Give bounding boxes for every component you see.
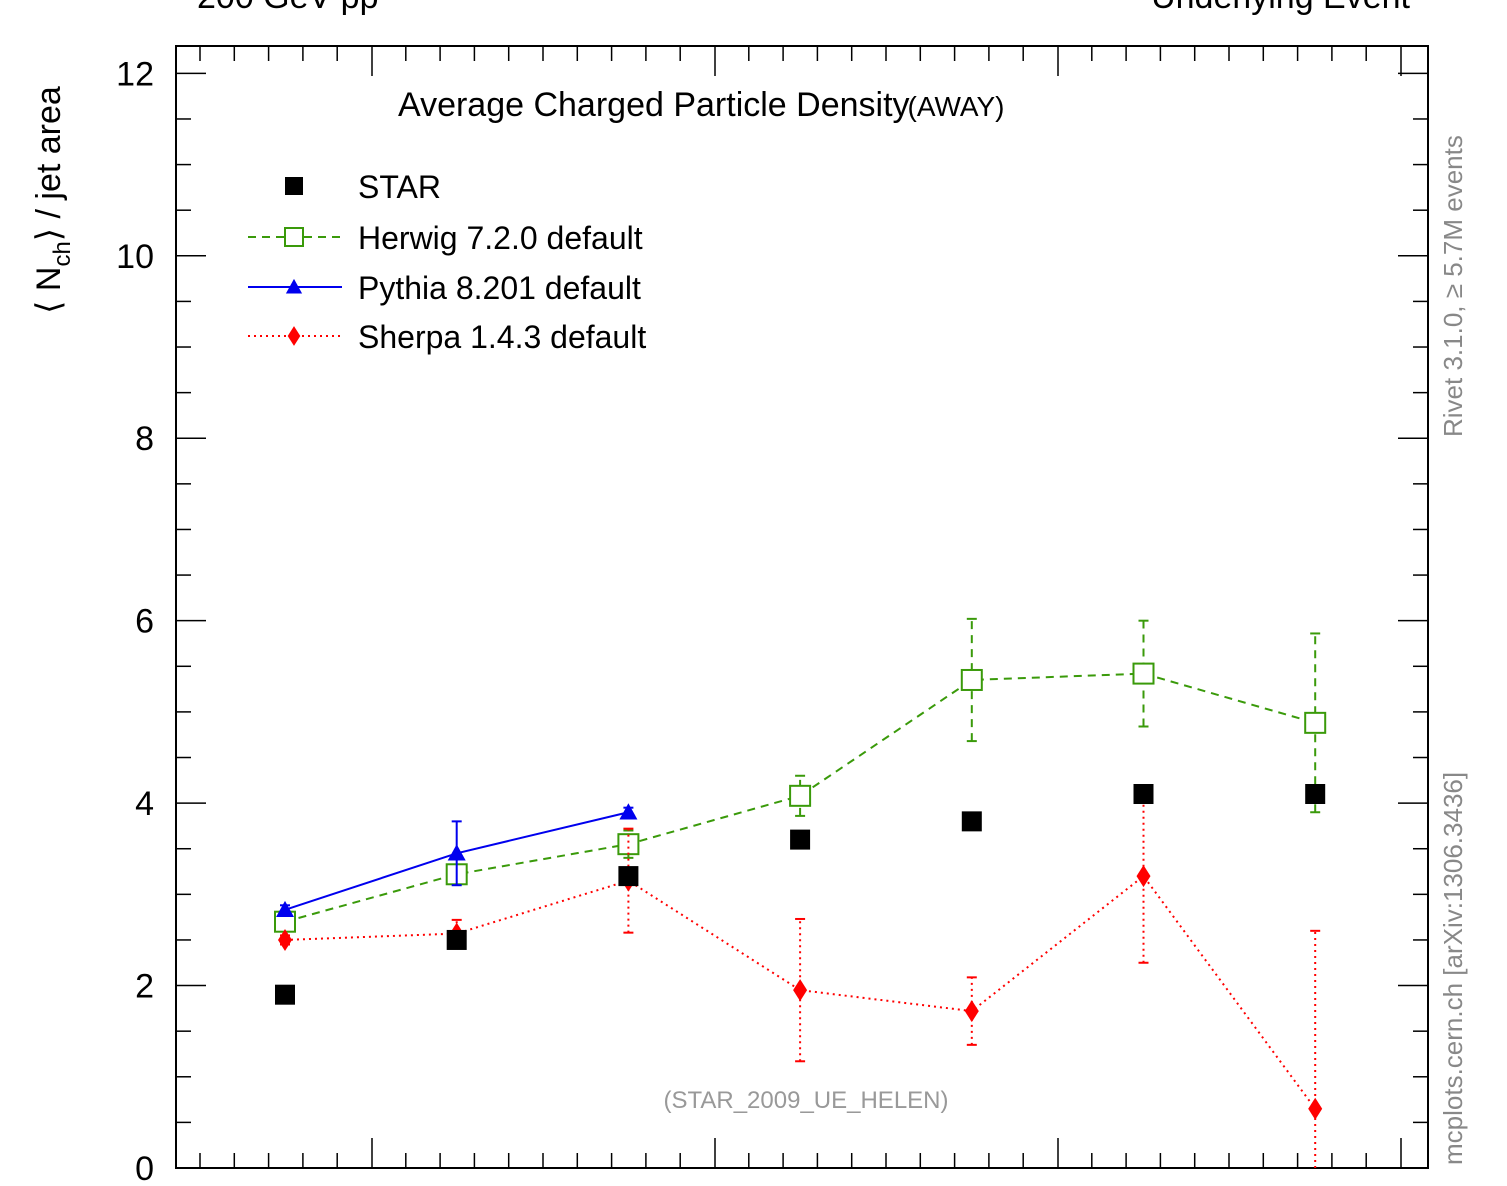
legend-marker (285, 177, 303, 195)
data-point (618, 866, 639, 887)
series-layer (274, 617, 1327, 1168)
y-tick-label: 12 (116, 55, 154, 93)
legend-label: Sherpa 1.4.3 default (358, 319, 646, 355)
y-tick-label: 4 (135, 785, 154, 823)
y-ticks: 0 2 4 6 8 10 12 (116, 55, 1428, 1186)
mcplots-label: mcplots.cern.ch [arXiv:1306.3436] (1438, 772, 1468, 1165)
data-point (276, 900, 294, 918)
legend-label: Herwig 7.2.0 default (358, 220, 643, 256)
data-point (1133, 784, 1154, 804)
data-point (1132, 662, 1155, 685)
legend-marker (284, 227, 304, 247)
series-1 (274, 617, 1327, 933)
x-ticks (199, 46, 1402, 1168)
data-point (617, 833, 640, 856)
analysis-watermark: (STAR_2009_UE_HELEN) (663, 1087, 948, 1114)
legend-entry: Herwig 7.2.0 default (248, 220, 643, 256)
data-point (1308, 1097, 1323, 1120)
legend-marker (287, 326, 301, 346)
legend-label: STAR (358, 169, 441, 205)
plot-frame (175, 45, 1429, 1169)
data-point (790, 829, 811, 850)
header-left-label: 200 GeV pp (197, 0, 378, 16)
chart-title: Average Charged Particle Density(AWAY) (398, 86, 1004, 124)
data-point (960, 668, 983, 691)
series-2 (276, 803, 638, 918)
data-point (275, 984, 295, 1005)
y-tick-label: 6 (135, 603, 154, 641)
series-0 (275, 784, 1326, 1005)
legend: STAR Herwig 7.2.0 default Pythia 8.201 def… (248, 169, 646, 355)
data-point (961, 811, 982, 832)
rivet-label: Rivet 3.1.0, ≥ 5.7M events (1438, 135, 1468, 437)
header-right-label: Underlying Event (1151, 0, 1410, 16)
y-tick-label: 10 (116, 238, 154, 276)
data-point (793, 979, 808, 1002)
data-point (1305, 784, 1326, 804)
y-tick-label: 2 (135, 968, 154, 1006)
legend-marker (285, 278, 303, 294)
data-point (619, 803, 638, 820)
data-point (1304, 711, 1327, 734)
data-point (278, 928, 292, 951)
y-axis-label: ⟨ Nch⟩ / jet area (30, 86, 76, 314)
data-point (447, 844, 466, 861)
legend-entry: Sherpa 1.4.3 default (248, 319, 646, 355)
y-tick-label: 8 (135, 420, 154, 458)
legend-label: Pythia 8.201 default (358, 270, 641, 306)
plot-frame-group (175, 45, 1429, 1169)
data-point (964, 1000, 979, 1023)
data-point (446, 929, 467, 950)
legend-entry: Pythia 8.201 default (248, 270, 641, 306)
data-point (1136, 865, 1151, 888)
legend-entry: STAR (285, 169, 441, 205)
data-point (789, 784, 812, 807)
svg-text:⟨ Nch⟩ / jet area: ⟨ Nch⟩ / jet area (30, 86, 76, 314)
y-tick-label: 0 (135, 1150, 154, 1186)
